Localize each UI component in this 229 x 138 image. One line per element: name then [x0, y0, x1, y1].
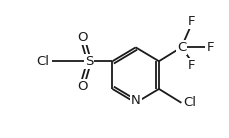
Text: F: F: [187, 59, 194, 72]
Text: F: F: [187, 15, 194, 28]
Text: N: N: [130, 94, 140, 107]
Text: F: F: [206, 41, 214, 54]
Text: O: O: [77, 30, 88, 43]
Text: Cl: Cl: [183, 96, 196, 109]
Text: Cl: Cl: [36, 55, 49, 68]
Text: S: S: [85, 55, 93, 68]
Text: C: C: [176, 41, 185, 54]
Text: O: O: [77, 80, 88, 93]
